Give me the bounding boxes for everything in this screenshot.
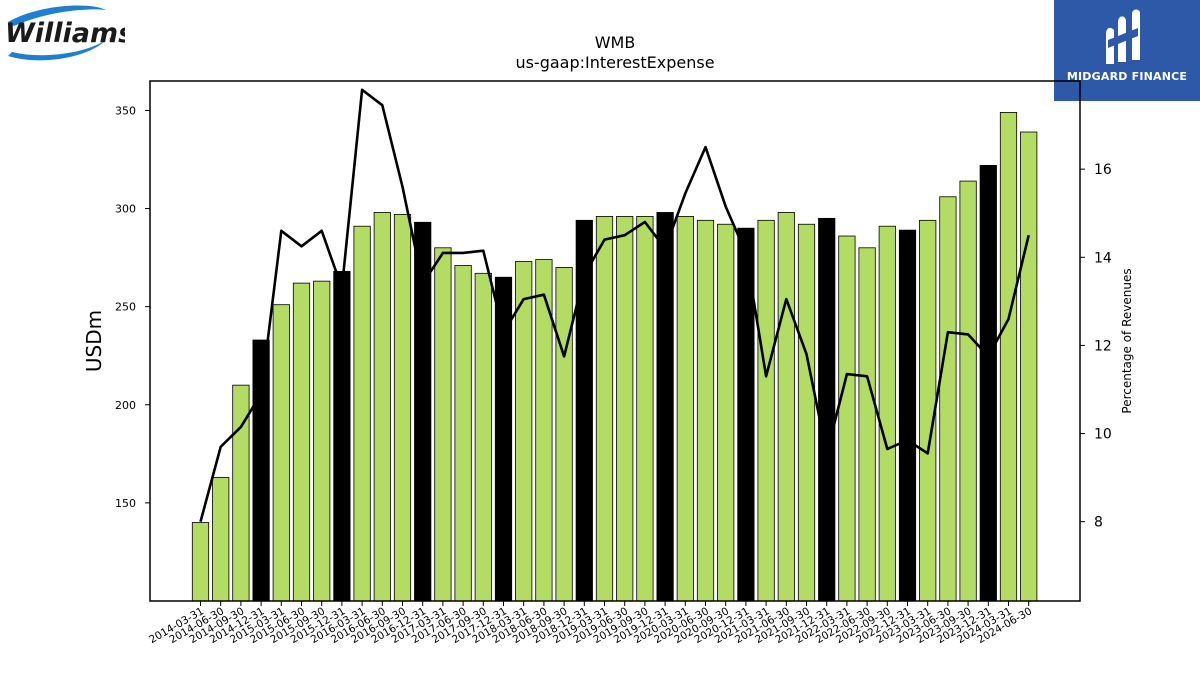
bar-2019-12-31 bbox=[656, 212, 674, 602]
bar-2018-09-30 bbox=[555, 267, 573, 602]
bar-2024-06-30 bbox=[1020, 131, 1038, 602]
pct-line-series bbox=[199, 88, 1030, 523]
y-axis-label: USDm bbox=[82, 310, 106, 372]
bar-2023-12-31 bbox=[979, 164, 997, 602]
bar-2023-03-31 bbox=[919, 219, 937, 602]
y2-tick-label: 12 bbox=[1094, 338, 1112, 354]
bar-2015-12-31 bbox=[333, 270, 351, 602]
y-tick-label: 150 bbox=[115, 497, 136, 510]
bar-2022-09-30 bbox=[878, 225, 896, 602]
y2-axis-label: Percentage of Revenues bbox=[1120, 268, 1134, 413]
bar-2016-06-30 bbox=[373, 212, 391, 602]
chart-subtitle: us-gaap:InterestExpense bbox=[515, 53, 714, 72]
svg-text:®: ® bbox=[108, 37, 114, 44]
midgard-logo-mark bbox=[1106, 9, 1140, 64]
x-axis: 2014-03-312014-06-302014-09-302014-12-31… bbox=[147, 601, 1034, 646]
bar-2014-03-31 bbox=[191, 522, 210, 602]
y2-tick-label: 16 bbox=[1094, 162, 1112, 178]
plot-frame bbox=[149, 80, 1081, 602]
bar-2017-03-31 bbox=[434, 247, 452, 602]
bar-2022-12-31 bbox=[898, 229, 917, 602]
bar-2020-09-30 bbox=[717, 223, 735, 602]
bar-2015-03-31 bbox=[272, 304, 290, 602]
bar-2020-06-30 bbox=[696, 219, 715, 602]
y-tick-label: 200 bbox=[115, 399, 136, 412]
bar-2017-06-30 bbox=[454, 265, 472, 602]
y2-tick-label: 8 bbox=[1094, 515, 1103, 531]
bar-2017-09-30 bbox=[474, 272, 492, 602]
bar-2021-12-31 bbox=[818, 217, 836, 602]
bar-2015-06-30 bbox=[292, 282, 311, 602]
bar-2014-12-31 bbox=[252, 339, 270, 602]
bar-2022-06-30 bbox=[858, 247, 876, 602]
bar-2015-09-30 bbox=[313, 280, 331, 602]
bar-2023-09-30 bbox=[959, 180, 977, 602]
bar-series bbox=[191, 111, 1038, 602]
bar-2020-03-31 bbox=[676, 215, 694, 602]
bar-2019-06-30 bbox=[616, 215, 634, 602]
bar-2016-09-30 bbox=[393, 214, 412, 602]
bar-2021-06-30 bbox=[777, 212, 795, 602]
bar-2019-09-30 bbox=[636, 215, 654, 602]
midgard-wordmark: MIDGARD FINANCE bbox=[1066, 70, 1188, 83]
y2-tick-label: 14 bbox=[1094, 250, 1112, 266]
y2-tick-label: 10 bbox=[1094, 427, 1112, 443]
chart-title: WMB bbox=[595, 33, 636, 52]
y-tick-label: 250 bbox=[115, 301, 136, 314]
williams-wordmark: Williams bbox=[5, 18, 125, 49]
pct-of-revenues-line bbox=[199, 88, 1030, 523]
bar-2017-12-31 bbox=[494, 276, 513, 602]
midgard-finance-logo: MIDGARD FINANCE bbox=[1054, 0, 1200, 101]
bar-2021-03-31 bbox=[757, 219, 775, 602]
bar-2022-03-31 bbox=[838, 235, 856, 602]
bar-2016-03-31 bbox=[353, 225, 371, 602]
y-tick-label: 300 bbox=[115, 203, 136, 216]
bar-2014-06-30 bbox=[212, 476, 230, 602]
y-axis-left: 150 200 250 300 350 bbox=[115, 104, 150, 510]
williams-logo: Williams ® bbox=[0, 0, 134, 70]
bar-2021-09-30 bbox=[797, 223, 816, 602]
williams-logo-mark: Williams ® bbox=[5, 5, 134, 61]
bar-2019-03-31 bbox=[595, 215, 614, 602]
bar-2023-06-30 bbox=[939, 196, 957, 602]
bar-2018-03-31 bbox=[515, 261, 533, 602]
y-tick-label: 350 bbox=[115, 104, 136, 117]
y-axis-right: 8 10 12 14 16 bbox=[1080, 162, 1112, 531]
bar-2024-03-31 bbox=[999, 111, 1018, 602]
